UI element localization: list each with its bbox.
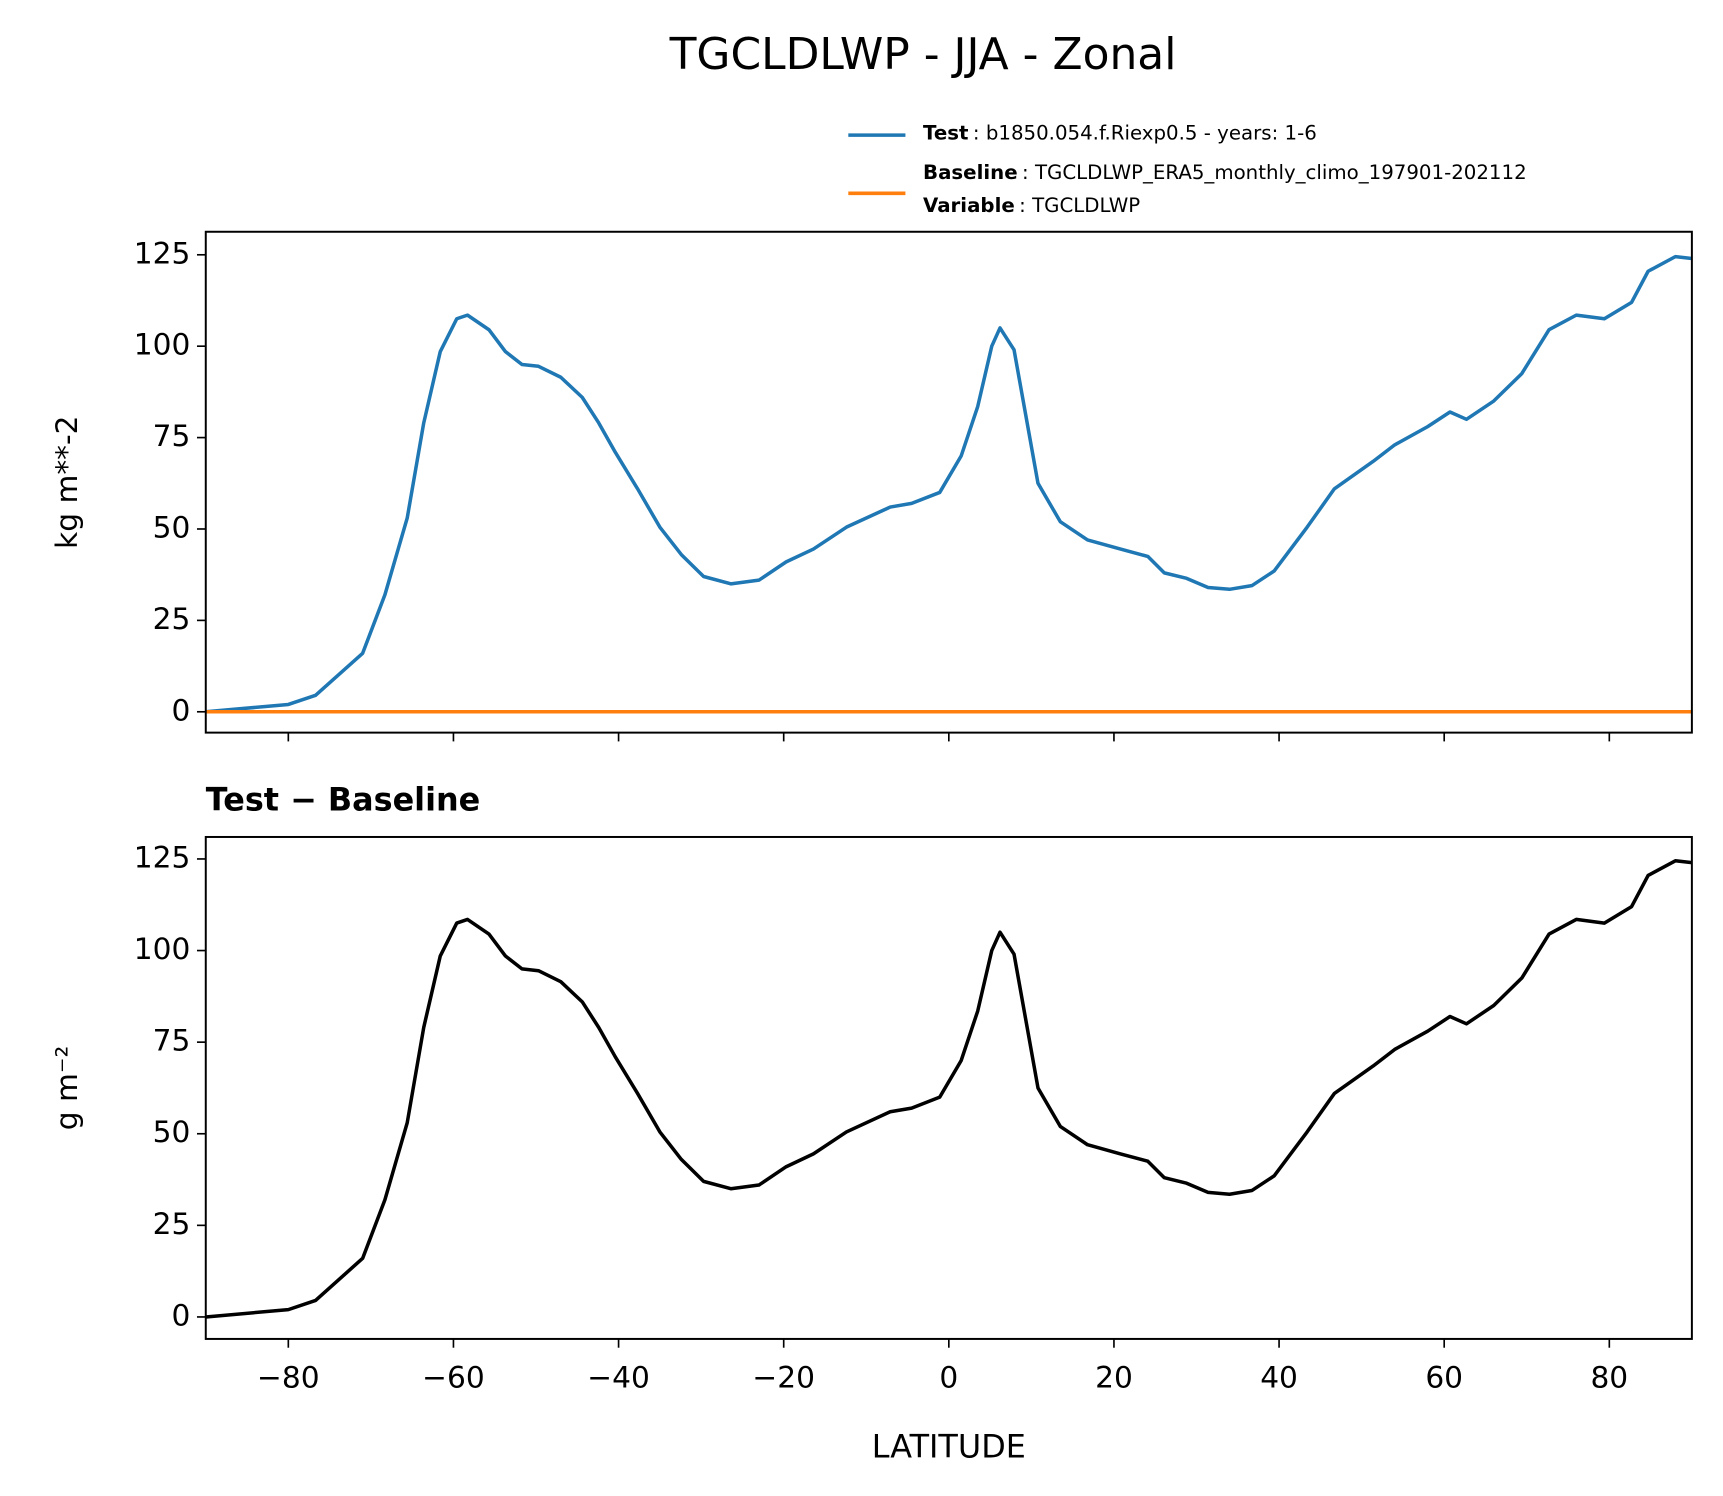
- legend-entry: Test: b1850.054.f.Riexp0.5 - years: 1-6: [923, 121, 1317, 144]
- x-tick-label: −20: [752, 1359, 815, 1394]
- x-tick-label: 40: [1260, 1359, 1298, 1394]
- y-tick-label: 0: [172, 1297, 191, 1332]
- x-tick-label: −60: [422, 1359, 485, 1394]
- x-axis-label: LATITUDE: [872, 1428, 1026, 1466]
- legend-description: : TGCLDLWP_ERA5_monthly_climo_197901-202…: [1022, 161, 1527, 184]
- y-tick-label: 50: [153, 509, 191, 544]
- legend-description: : TGCLDLWP: [1019, 194, 1140, 217]
- y-tick-label: 25: [153, 601, 191, 636]
- y-tick-label: 100: [134, 931, 191, 966]
- axes-title: Test − Baseline: [206, 781, 481, 819]
- y-tick-label: 0: [172, 692, 191, 727]
- y-tick-label: 50: [153, 1114, 191, 1149]
- legend-entry: Baseline: TGCLDLWP_ERA5_monthly_climo_19…: [923, 161, 1527, 184]
- y-tick-label: 125: [134, 235, 191, 270]
- x-tick-label: 60: [1425, 1359, 1463, 1394]
- legend-name: Baseline: [923, 161, 1018, 184]
- series-line: [205, 859, 1692, 1319]
- x-tick-label: 80: [1590, 1359, 1628, 1394]
- series-line: [205, 254, 1692, 714]
- y-tick-label: 100: [134, 327, 191, 362]
- y-tick-label: 25: [153, 1206, 191, 1241]
- y-tick-label: 75: [153, 1023, 191, 1058]
- y-axis-label: g m⁻²: [49, 1046, 84, 1131]
- axes-frame: [204, 835, 1693, 1340]
- x-tick-label: −80: [257, 1359, 320, 1394]
- x-tick-label: 20: [1095, 1359, 1133, 1394]
- y-tick-label: 75: [153, 418, 191, 453]
- legend-name: Variable: [923, 194, 1015, 217]
- axes-frame: [204, 230, 1693, 734]
- y-axis-label: kg m**-2: [49, 415, 84, 548]
- y-tick-label: 125: [134, 839, 191, 874]
- figure-title: TGCLDLWP - JJA - Zonal: [669, 29, 1177, 80]
- legend-description: : b1850.054.f.Riexp0.5 - years: 1-6: [973, 121, 1317, 144]
- x-tick-label: 0: [939, 1359, 958, 1394]
- x-tick-label: −40: [587, 1359, 650, 1394]
- legend-entry: Variable: TGCLDLWP: [923, 194, 1140, 217]
- legend-name: Test: [923, 121, 968, 144]
